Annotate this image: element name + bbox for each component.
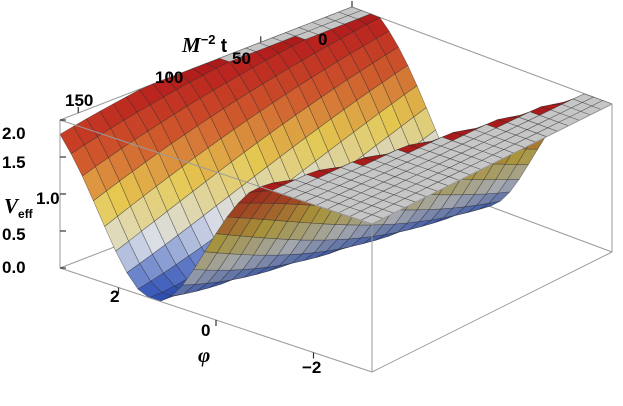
t-tick-100: 100 xyxy=(155,68,183,87)
v-tick-0.5: 0.5 xyxy=(2,225,26,244)
v-axis-label: Veff xyxy=(4,194,34,221)
v-tick-0.0: 0.0 xyxy=(2,258,26,277)
phi-axis: 2 0 −2 φ xyxy=(110,287,321,377)
t-axis: 0 50 100 150 M−2 t xyxy=(65,30,327,110)
plot-box-front xyxy=(59,1,613,373)
t-tick-150: 150 xyxy=(65,91,93,110)
v-tick-2.0: 2.0 xyxy=(2,124,26,143)
phi-tick-minus2: −2 xyxy=(302,358,321,377)
v-tick-1.0: 1.0 xyxy=(36,189,60,208)
t-tick-0: 0 xyxy=(318,30,327,49)
box-edge-front-top xyxy=(59,119,373,225)
phi-axis-label: φ xyxy=(198,343,210,367)
box-edge-right-top xyxy=(371,103,613,225)
v-tick-1.5: 1.5 xyxy=(2,153,26,172)
t-tick-50: 50 xyxy=(232,49,251,68)
potential-surface xyxy=(59,6,613,302)
v-axis: 2.0 1.5 1.0 0.5 0.0 Veff xyxy=(2,124,60,277)
phi-tick-0: 0 xyxy=(201,321,210,340)
t-axis-label: M−2 t xyxy=(181,32,228,57)
box-edge-right-bottom xyxy=(371,251,613,373)
phi-tick-2: 2 xyxy=(110,287,119,306)
box-edge-back-top xyxy=(351,6,613,105)
